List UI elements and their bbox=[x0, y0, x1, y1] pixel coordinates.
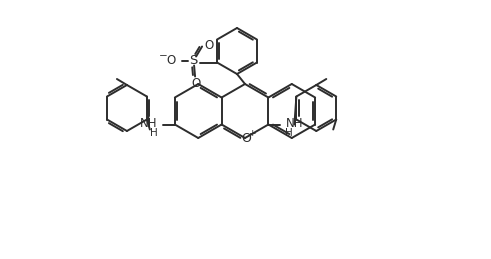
Text: NH: NH bbox=[140, 117, 158, 130]
Text: H: H bbox=[285, 127, 293, 138]
Text: S: S bbox=[189, 54, 197, 67]
Text: H: H bbox=[150, 127, 158, 138]
Text: O: O bbox=[204, 39, 214, 52]
Text: −: − bbox=[159, 51, 167, 61]
Text: NH: NH bbox=[285, 117, 303, 130]
Text: +: + bbox=[248, 128, 256, 138]
Text: O: O bbox=[191, 77, 201, 90]
Text: O: O bbox=[241, 132, 251, 145]
Text: O: O bbox=[166, 54, 176, 67]
